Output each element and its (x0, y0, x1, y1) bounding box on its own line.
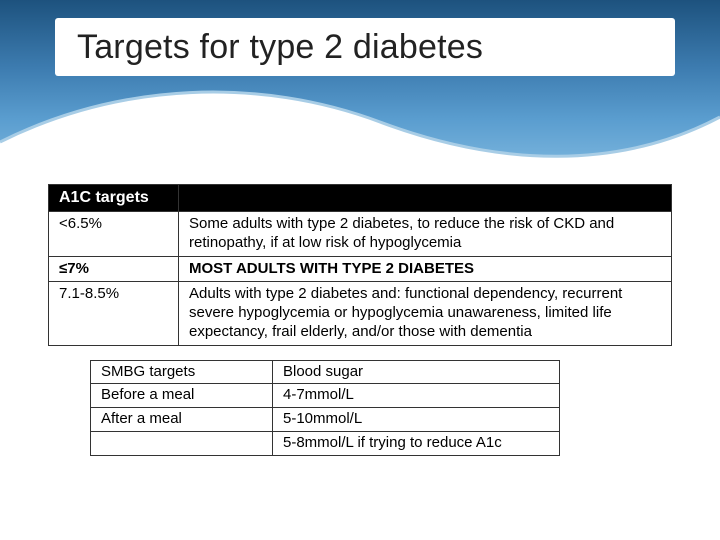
smbg-cell-right: 4-7mmol/L (273, 384, 560, 408)
a1c-header-left: A1C targets (49, 185, 179, 212)
table-row: 7.1-8.5% Adults with type 2 diabetes and… (49, 282, 672, 345)
page-title: Targets for type 2 diabetes (77, 28, 483, 67)
table-row: After a meal 5-10mmol/L (91, 408, 560, 432)
a1c-header-row: A1C targets (49, 185, 672, 212)
table-row: ≤7% MOST ADULTS WITH TYPE 2 DIABETES (49, 256, 672, 282)
smbg-targets-table: SMBG targets Blood sugar Before a meal 4… (90, 360, 560, 456)
smbg-cell-left: After a meal (91, 408, 273, 432)
header-wave (0, 72, 720, 170)
a1c-targets-table: A1C targets <6.5% Some adults with type … (48, 184, 672, 346)
a1c-cell-right: Some adults with type 2 diabetes, to red… (179, 212, 672, 257)
a1c-cell-left: 7.1-8.5% (49, 282, 179, 345)
a1c-header-right (179, 185, 672, 212)
header-band: Targets for type 2 diabetes (0, 0, 720, 170)
smbg-cell-left: Before a meal (91, 384, 273, 408)
a1c-cell-left: <6.5% (49, 212, 179, 257)
content-area: A1C targets <6.5% Some adults with type … (0, 170, 720, 456)
table-row: <6.5% Some adults with type 2 diabetes, … (49, 212, 672, 257)
table-row: Before a meal 4-7mmol/L (91, 384, 560, 408)
table-row: SMBG targets Blood sugar (91, 360, 560, 384)
a1c-cell-right: MOST ADULTS WITH TYPE 2 DIABETES (179, 256, 672, 282)
a1c-cell-right: Adults with type 2 diabetes and: functio… (179, 282, 672, 345)
smbg-cell-right: Blood sugar (273, 360, 560, 384)
smbg-cell-right: 5-10mmol/L (273, 408, 560, 432)
table-row: 5-8mmol/L if trying to reduce A1c (91, 431, 560, 455)
a1c-cell-left: ≤7% (49, 256, 179, 282)
smbg-cell-left (91, 431, 273, 455)
smbg-cell-left: SMBG targets (91, 360, 273, 384)
title-bar: Targets for type 2 diabetes (55, 18, 675, 76)
smbg-cell-right: 5-8mmol/L if trying to reduce A1c (273, 431, 560, 455)
